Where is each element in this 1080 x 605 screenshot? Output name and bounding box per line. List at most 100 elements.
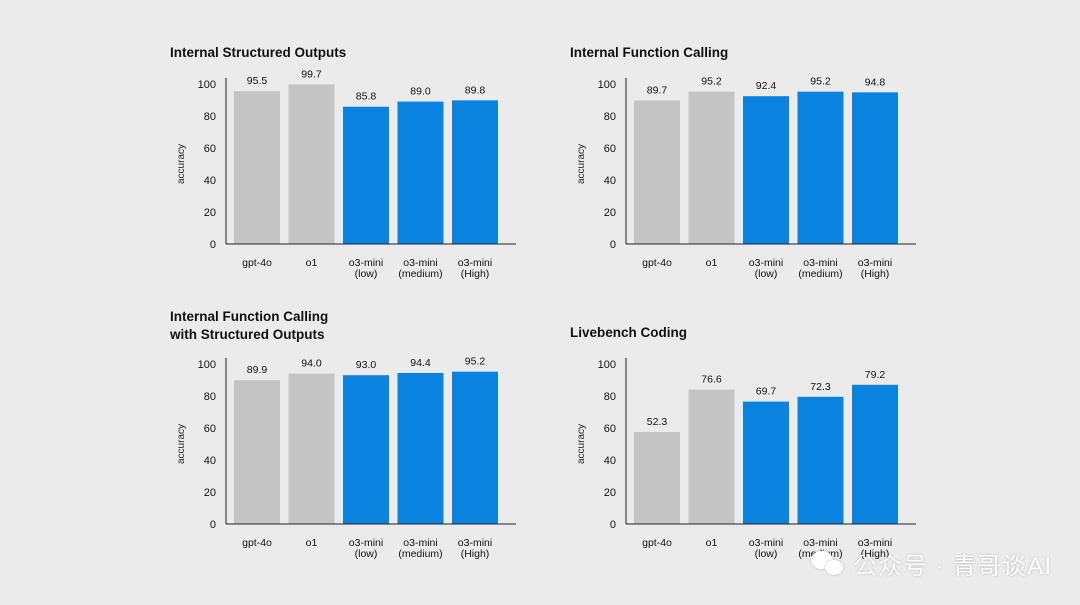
y-tick-label: 0: [610, 519, 616, 531]
x-tick-label: o1: [306, 537, 318, 549]
bar: [852, 384, 898, 524]
x-tick-label: o1: [706, 537, 718, 549]
x-tick-label: o3-mini: [803, 537, 837, 549]
chart-internal-function-calling: Internal Function Calling accuracy 0 20 40 6…: [570, 44, 930, 294]
x-tick-label: (low): [355, 548, 378, 560]
data-label: 76.6: [701, 374, 722, 386]
data-label: 72.3: [810, 381, 831, 393]
data-label: 94.0: [301, 358, 322, 370]
data-label: 95.2: [701, 76, 722, 88]
x-tick-label: o3-mini: [749, 257, 783, 269]
bar: [452, 100, 498, 244]
bar: [234, 91, 280, 244]
bar: [852, 92, 898, 244]
bar: [634, 432, 680, 524]
chart-function-calling-structured-outputs: Internal Function Calling with Structure…: [170, 308, 530, 578]
bar: [688, 91, 735, 245]
data-label: 93.0: [356, 359, 377, 371]
y-tick-label: 40: [604, 455, 616, 467]
x-tick-label: (High): [861, 548, 890, 560]
y-tick-label: 80: [604, 391, 616, 403]
data-label: 89.7: [647, 84, 668, 96]
y-axis-label: accuracy: [576, 424, 587, 464]
data-label: 85.8: [356, 91, 377, 103]
chart-livebench-coding: Livebench Coding accuracy 0 20 40 60 80 100 52.…: [570, 324, 930, 578]
data-label: 89.8: [465, 84, 486, 96]
bar: [397, 372, 444, 524]
watermark-text: 公众号 · 青哥谈AI: [852, 553, 1052, 580]
x-tick-label: o3-mini: [403, 257, 437, 269]
x-tick-label: o3-mini: [803, 257, 837, 269]
chart-title: Livebench Coding: [570, 325, 688, 340]
data-label: 94.8: [865, 76, 886, 88]
y-axis-label: accuracy: [176, 144, 187, 184]
y-tick-label: 100: [598, 79, 616, 91]
x-tick-label: (medium): [398, 268, 442, 280]
y-tick-label: 20: [604, 487, 616, 499]
x-tick-label: o3-mini: [858, 257, 892, 269]
chart-title: Internal Function Calling with Structure…: [170, 309, 329, 342]
x-tick-label: (low): [755, 268, 778, 280]
bar: [288, 84, 335, 244]
bar: [397, 101, 444, 244]
y-tick-label: 60: [604, 143, 616, 155]
chart-title: Internal Function Calling: [570, 45, 729, 60]
x-tick-label: (High): [861, 268, 890, 280]
data-label: 92.4: [756, 80, 777, 92]
data-label: 89.0: [410, 86, 431, 98]
chart-svg: accuracy 0 20 40 60 80 100 95.5 gpt-4o 99.7 o1 85.8…: [176, 68, 516, 280]
x-tick-label: o1: [706, 257, 718, 269]
data-label: 52.3: [647, 416, 668, 428]
data-label: 95.5: [247, 75, 268, 87]
bar: [452, 371, 498, 524]
x-tick-label: o3-mini: [458, 537, 492, 549]
bar: [743, 401, 789, 524]
chart-svg: accuracy 0 20 40 60 80 100 52.3 gpt-4o 76.6 o1 69.7…: [576, 358, 916, 560]
y-tick-label: 40: [604, 175, 616, 187]
y-axis-label: accuracy: [576, 144, 587, 184]
data-label: 94.4: [410, 357, 431, 369]
y-tick-label: 20: [204, 487, 216, 499]
y-tick-label: 100: [598, 359, 616, 371]
bar: [797, 396, 844, 524]
bar: [343, 375, 389, 524]
bar: [743, 96, 789, 244]
x-tick-label: o3-mini: [349, 257, 383, 269]
data-label: 89.9: [247, 364, 268, 376]
x-tick-label: gpt-4o: [642, 537, 672, 549]
x-tick-label: (low): [755, 548, 778, 560]
y-tick-label: 100: [198, 359, 216, 371]
x-tick-label: (High): [461, 268, 490, 280]
y-tick-label: 80: [204, 111, 216, 123]
chart-title: Internal Structured Outputs: [170, 45, 347, 60]
chart-internal-structured-outputs: Internal Structured Outputs accuracy 0 20 4…: [170, 44, 530, 294]
y-tick-label: 0: [610, 239, 616, 251]
y-tick-label: 60: [204, 423, 216, 435]
bar: [797, 91, 844, 245]
bar: [634, 100, 680, 244]
y-tick-label: 80: [204, 391, 216, 403]
x-tick-label: (High): [461, 548, 490, 560]
y-tick-label: 40: [204, 455, 216, 467]
x-tick-label: gpt-4o: [242, 257, 272, 269]
y-tick-label: 0: [210, 239, 216, 251]
x-tick-label: o1: [306, 257, 318, 269]
x-tick-label: (medium): [398, 548, 442, 560]
y-tick-label: 20: [204, 207, 216, 219]
data-label: 79.2: [865, 369, 886, 381]
wechat-icon: [810, 550, 845, 577]
data-label: 69.7: [756, 386, 777, 398]
bar: [288, 373, 335, 524]
data-label: 99.7: [301, 68, 322, 80]
y-tick-label: 80: [604, 111, 616, 123]
data-label: 95.2: [465, 356, 486, 368]
chart-svg: accuracy 0 20 40 60 80 100 89.9 gpt-4o 94.0 o1 93.0…: [176, 356, 516, 560]
x-tick-label: gpt-4o: [242, 537, 272, 549]
y-tick-label: 60: [204, 143, 216, 155]
y-tick-label: 0: [210, 519, 216, 531]
x-tick-label: (medium): [798, 268, 842, 280]
x-tick-label: o3-mini: [403, 537, 437, 549]
chart-svg: accuracy 0 20 40 60 80 100 89.7 gpt-4o 95.2 o1 92.4…: [576, 76, 916, 280]
y-tick-label: 100: [198, 79, 216, 91]
data-label: 95.2: [810, 76, 831, 88]
